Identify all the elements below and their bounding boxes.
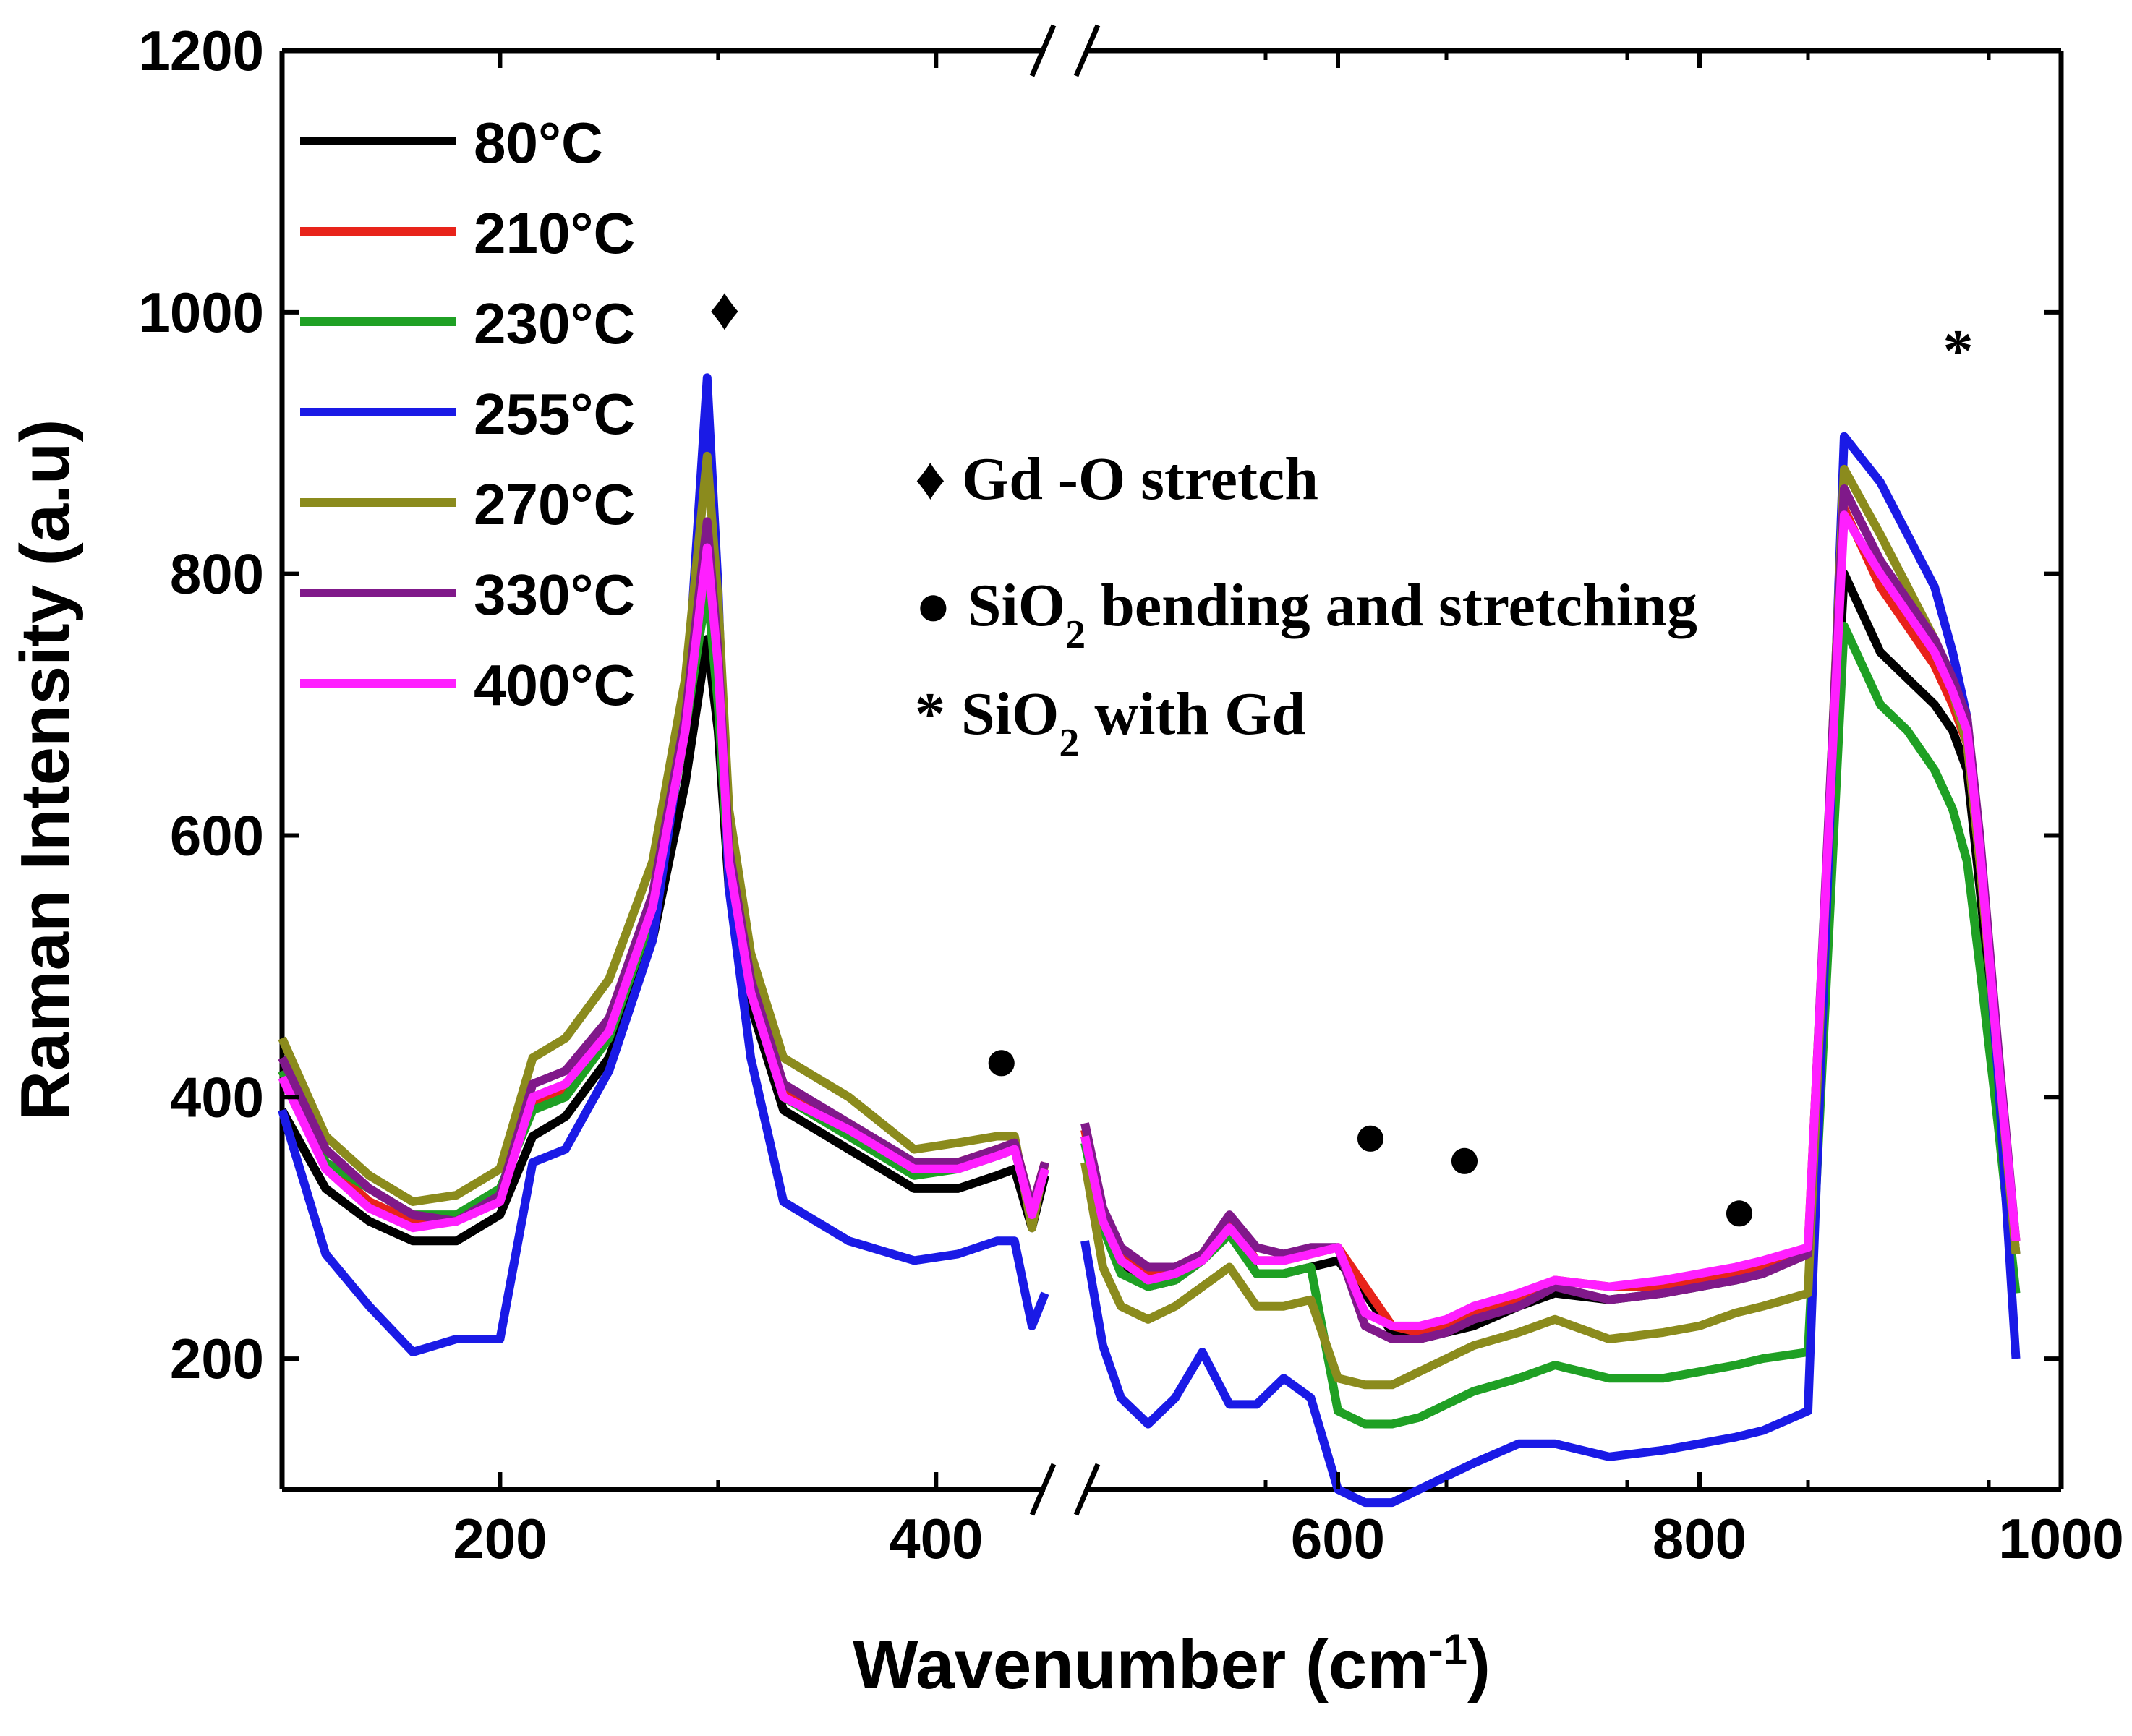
annotation-subscript: 2 (1059, 721, 1079, 766)
x-axis-title-main: Wavenumber (cm (853, 1626, 1429, 1703)
y-tick-label: 1000 (138, 281, 264, 344)
x-tick-label: 800 (1653, 1507, 1747, 1570)
annotation-rest: bending and stretching (1086, 572, 1697, 639)
x-tick-label: 200 (453, 1507, 547, 1570)
y-axis-title: Raman Intensity (a.u) (7, 419, 84, 1121)
x-axis-title-end: ) (1467, 1626, 1491, 1703)
x-tick-label: 400 (889, 1507, 983, 1570)
annotation-symbol: ● (915, 572, 952, 639)
annotation-subscript: 2 (1065, 612, 1086, 657)
peak-marker: ● (1352, 1103, 1389, 1170)
y-tick-label: 400 (170, 1065, 264, 1129)
series-line-255C-left (278, 373, 1049, 1356)
peak-marker: ● (983, 1027, 1020, 1094)
legend-label: 270°C (474, 472, 635, 536)
annotation-symbol: ♦ (915, 445, 946, 513)
y-tick-label: 200 (170, 1327, 264, 1390)
series-line-270C-left (278, 451, 1049, 1233)
x-axis-title: Wavenumber (cm-1) (853, 1625, 1491, 1704)
annotation-text: Gd -O stretch (962, 445, 1318, 513)
legend-label: 80°C (474, 111, 603, 175)
legend-label: 400°C (474, 653, 635, 717)
annotation-text: SiO (968, 572, 1065, 639)
y-tick-label: 1200 (138, 19, 264, 82)
axis-break-mark-bottom (1073, 1463, 1101, 1516)
legend-label: 230°C (474, 291, 635, 356)
series-line-400C-left (278, 543, 1049, 1233)
series-line-400C-right (1080, 510, 2021, 1330)
annotation-rest: with Gd (1079, 680, 1305, 748)
annotation-text: SiO (961, 680, 1059, 748)
peak-marker: ♦ (709, 275, 740, 343)
y-tick-label: 800 (170, 542, 264, 606)
annotation-line: * SiO2 with Gd (915, 680, 1305, 766)
peak-marker: * (1943, 317, 1974, 385)
axis-break-mark-top (1073, 24, 1101, 77)
axis-layer: 200 400 600 800 1000 1200 200 400 600 800 1000 Wave… (7, 19, 2124, 1703)
annotation-block: ♦ Gd -O stretch● SiO2 bending and stretchi… (915, 445, 1697, 766)
x-axis-title-sup: -1 (1429, 1625, 1467, 1674)
series-line-255C-right (1080, 432, 2021, 1508)
legend-label: 255°C (474, 382, 635, 446)
annotation-line: ♦ Gd -O stretch (915, 445, 1318, 513)
peak-marker-layer: ♦ ● ● ● ● * (709, 275, 1973, 1244)
annotation-symbol: * (915, 680, 945, 748)
peak-marker: ● (1446, 1124, 1483, 1192)
series-line-80C-left (278, 635, 1049, 1246)
legend: 80°C 210°C 230°C 255°C 270°C 330°C 400°C (300, 111, 635, 717)
series-line-330C-right (1080, 484, 2021, 1343)
plot-frame (279, 24, 2064, 1516)
peak-marker: ● (1721, 1177, 1758, 1244)
x-tick-label: 1000 (1998, 1507, 2124, 1570)
axis-break-mark-top (1029, 24, 1057, 77)
y-tick-label: 600 (170, 803, 264, 867)
annotation-line: ● SiO2 bending and stretching (915, 572, 1697, 657)
axis-break-mark-bottom (1029, 1463, 1057, 1516)
legend-label: 210°C (474, 201, 635, 265)
series-layer (278, 373, 2021, 1508)
x-tick-label: 600 (1291, 1507, 1385, 1570)
legend-label: 330°C (474, 563, 635, 627)
